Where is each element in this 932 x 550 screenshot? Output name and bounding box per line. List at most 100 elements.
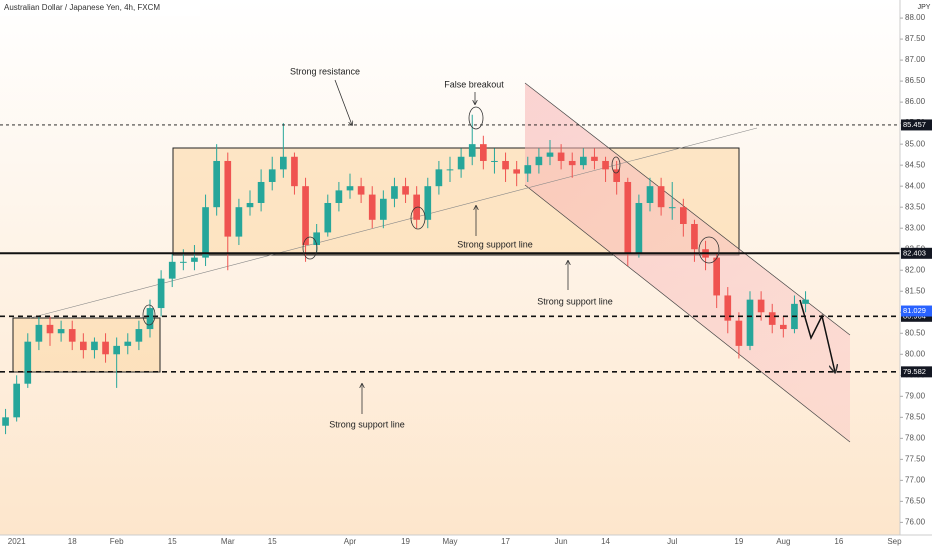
candle-body bbox=[35, 324, 43, 342]
candle-body bbox=[257, 181, 265, 203]
y-tick-label: 87.00 bbox=[905, 55, 926, 64]
candle-body bbox=[746, 299, 754, 346]
y-tick-label: 79.00 bbox=[905, 391, 926, 400]
candle-body bbox=[624, 181, 632, 254]
x-tick-label: 17 bbox=[501, 537, 510, 546]
circle bbox=[302, 236, 318, 260]
price-axis bbox=[900, 0, 932, 550]
candle-body bbox=[546, 152, 554, 157]
channel bbox=[525, 83, 850, 442]
y-tick-label: 88.00 bbox=[905, 13, 926, 22]
price-tag bbox=[901, 366, 932, 378]
annotation: Strong support line bbox=[329, 419, 405, 429]
circle bbox=[142, 304, 156, 326]
x-tick-label: 19 bbox=[401, 537, 410, 546]
candle-body bbox=[124, 341, 132, 346]
candle-body bbox=[602, 160, 609, 170]
projection-arrow bbox=[799, 299, 835, 372]
candle-body bbox=[724, 295, 732, 321]
candle-body bbox=[313, 232, 320, 246]
x-tick-label: 15 bbox=[268, 537, 277, 546]
candle-body bbox=[580, 156, 587, 166]
candle-body bbox=[102, 341, 109, 355]
candle-body bbox=[280, 156, 287, 170]
currency-label: JPY bbox=[918, 4, 931, 11]
y-tick-label: 81.50 bbox=[905, 286, 926, 295]
candle-body bbox=[202, 207, 209, 258]
y-tick-label: 78.00 bbox=[905, 433, 926, 442]
x-tick-label: May bbox=[442, 537, 457, 546]
candle-body bbox=[2, 417, 9, 426]
candle-body bbox=[191, 257, 198, 262]
candle-body bbox=[291, 156, 298, 187]
candle-body bbox=[535, 156, 543, 166]
x-tick-label: 2021 bbox=[8, 537, 26, 546]
annotation: Strong support line bbox=[537, 296, 613, 306]
candle-body bbox=[768, 312, 776, 325]
y-tick-label: 77.50 bbox=[905, 454, 926, 463]
candle-body bbox=[135, 329, 143, 342]
candle-body bbox=[480, 144, 487, 161]
price-tag bbox=[901, 247, 932, 259]
candle-body bbox=[380, 198, 387, 220]
candle-body bbox=[91, 341, 98, 351]
candle-body bbox=[613, 169, 620, 182]
title-bg bbox=[0, 0, 200, 16]
y-tick-label: 77.00 bbox=[905, 475, 926, 484]
candle-body bbox=[557, 152, 565, 161]
candle-body bbox=[468, 144, 476, 157]
candle-body bbox=[324, 202, 332, 233]
candle-body bbox=[46, 324, 54, 334]
candle-body bbox=[735, 320, 743, 346]
candle-body bbox=[68, 329, 76, 342]
candle-body bbox=[568, 160, 576, 166]
candle-body bbox=[224, 160, 232, 237]
candle-body bbox=[446, 169, 454, 171]
price-tag-label: 79.582 bbox=[903, 367, 926, 376]
candle-body bbox=[513, 169, 520, 174]
x-tick-label: Mar bbox=[221, 537, 235, 546]
x-tick-label: 19 bbox=[734, 537, 743, 546]
y-tick-label: 80.00 bbox=[905, 349, 926, 358]
candle-body bbox=[657, 186, 665, 208]
candle-body bbox=[635, 202, 643, 254]
price-tag-label: 85.457 bbox=[903, 120, 926, 129]
highlights bbox=[142, 106, 720, 326]
axes: 76.0076.5077.0077.5078.0078.5079.0079.50… bbox=[8, 13, 932, 546]
trend-line bbox=[29, 127, 758, 319]
candle-body bbox=[457, 156, 465, 170]
x-tick-label: 18 bbox=[68, 537, 77, 546]
candle-body bbox=[168, 261, 176, 279]
y-tick-label: 86.00 bbox=[905, 97, 926, 106]
circle bbox=[410, 206, 426, 230]
x-tick-label: Jun bbox=[555, 537, 568, 546]
plot bbox=[0, 114, 900, 435]
channel-line bbox=[524, 184, 851, 443]
candle-body bbox=[268, 169, 276, 182]
candle-body bbox=[491, 160, 498, 162]
y-tick-label: 87.50 bbox=[905, 34, 926, 43]
candle-body bbox=[524, 165, 532, 174]
candle-body bbox=[357, 186, 365, 195]
candle-body bbox=[57, 329, 65, 334]
y-tick-label: 86.50 bbox=[905, 76, 926, 85]
x-tick-label: Jul bbox=[667, 537, 677, 546]
last-price-tag bbox=[901, 305, 932, 317]
candle-body bbox=[335, 190, 343, 203]
y-tick-label: 83.50 bbox=[905, 202, 926, 211]
annotation: Strong resistance bbox=[290, 66, 360, 76]
x-tick-label: Aug bbox=[776, 537, 790, 546]
candle-body bbox=[213, 160, 220, 208]
candle-body bbox=[113, 345, 120, 355]
circle bbox=[611, 156, 621, 174]
candle-body bbox=[302, 186, 309, 246]
x-tick-label: 16 bbox=[834, 537, 843, 546]
chart-title: Australian Dollar / Japanese Yen, 4h, FX… bbox=[4, 3, 160, 12]
circle bbox=[468, 106, 484, 130]
y-tick-label: 84.50 bbox=[905, 160, 926, 169]
candle-body bbox=[180, 261, 187, 263]
y-tick-label: 76.50 bbox=[905, 496, 926, 505]
candle-body bbox=[591, 156, 598, 161]
